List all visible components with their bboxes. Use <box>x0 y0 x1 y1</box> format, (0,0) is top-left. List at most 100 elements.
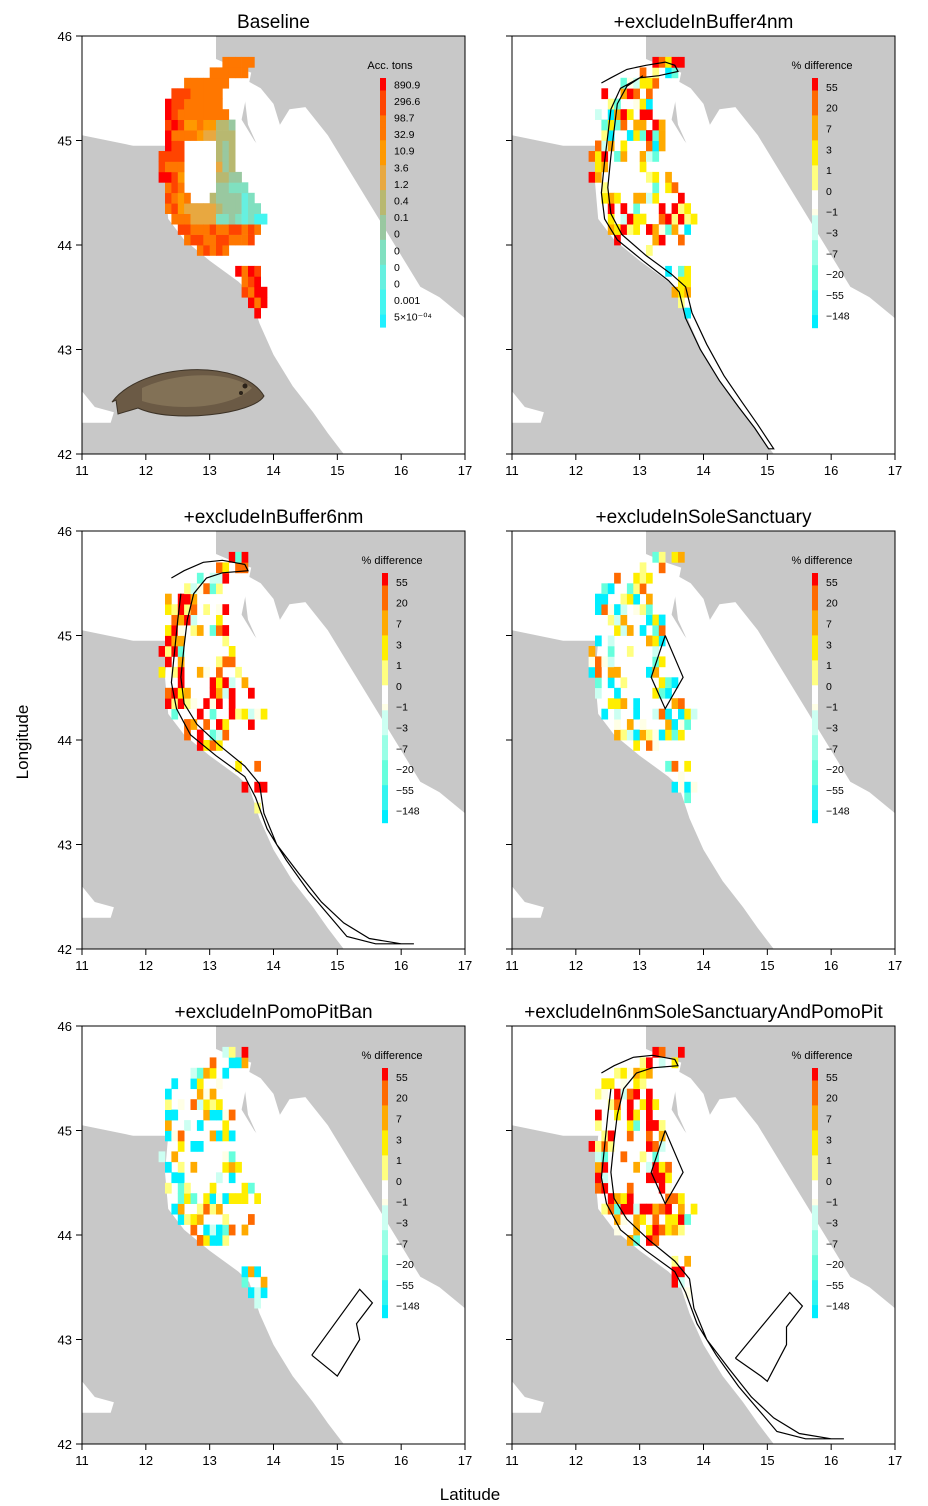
x-tick-label: 14 <box>696 958 710 973</box>
x-tick-label: 15 <box>760 463 774 478</box>
legend-label: 55 <box>826 82 838 94</box>
legend-label: 20 <box>396 598 408 610</box>
legend-label: 10.9 <box>394 146 415 158</box>
color-legend: % difference 55 20 7 3 1 0 −1 −3 −7 −20 −55 −148 <box>792 60 852 329</box>
island-channel-8 <box>356 265 376 289</box>
island-channel-4 <box>401 792 446 808</box>
legend-label: −20 <box>826 269 844 281</box>
sea-kvarner <box>668 1065 710 1152</box>
legend-label: −7 <box>396 743 408 755</box>
legend-label: 0 <box>394 245 400 257</box>
pomo-pit-outline <box>311 1288 374 1378</box>
sea-kvarner <box>238 570 280 657</box>
legend-label: 1 <box>826 165 832 177</box>
x-tick-label: 11 <box>505 1453 519 1468</box>
legend-label: −7 <box>396 1238 408 1250</box>
panel-title: +excludeInBuffer6nm <box>184 507 364 528</box>
legend-label: −148 <box>396 806 420 818</box>
legend-title: % difference <box>792 1050 853 1062</box>
legend-label: −148 <box>826 806 850 818</box>
y-tick-label: 44 <box>58 733 72 748</box>
legend-label: 296.6 <box>394 96 420 108</box>
land-northeast <box>216 1026 465 1309</box>
grid-cells <box>588 56 698 319</box>
x-tick-label: 15 <box>760 958 774 973</box>
legend-label: 0.001 <box>394 295 420 307</box>
island-channel-6 <box>433 349 465 360</box>
x-ticks: 11 12 13 14 15 16 17 <box>505 949 902 973</box>
island-channel-2 <box>337 703 363 740</box>
grid-cells <box>588 551 698 804</box>
x-tick-label: 13 <box>202 463 216 478</box>
grid-cells <box>158 56 268 319</box>
sea-kvarner <box>238 75 280 162</box>
x-tick-label: 13 <box>202 1453 216 1468</box>
legend-label: −20 <box>826 1259 844 1271</box>
legend-title: % difference <box>362 1050 423 1062</box>
island-channel-5 <box>843 326 892 339</box>
island-channel-7 <box>321 1172 341 1204</box>
legend-label: 55 <box>826 1072 838 1084</box>
island-channel-4 <box>831 792 876 808</box>
legend-label: 1 <box>396 660 402 672</box>
island-channel-6 <box>433 844 465 855</box>
legend-label: 1.2 <box>394 179 409 191</box>
legend-label: 1 <box>826 660 832 672</box>
island-channel-2 <box>337 208 363 245</box>
color-legend: % difference 55 20 7 3 1 0 −1 −3 −7 −20 −55 −148 <box>792 1050 853 1319</box>
legend-label: 3 <box>396 1134 402 1146</box>
legend-label: −1 <box>826 1197 838 1209</box>
island-channel-2 <box>337 1198 363 1235</box>
x-tick-label: 13 <box>632 463 646 478</box>
y-tick-label: 42 <box>58 447 72 462</box>
y-ticks: 42 43 44 45 46 <box>58 524 82 957</box>
color-legend: % difference 55 20 7 3 1 0 −1 −3 −7 −20 −55 −148 <box>362 1050 423 1319</box>
legend-label: 0 <box>826 1176 832 1188</box>
x-tick-label: 12 <box>139 1453 153 1468</box>
island-channel-5 <box>843 1316 892 1329</box>
buffer-4nm-outline <box>600 61 775 450</box>
x-tick-label: 12 <box>569 1453 583 1468</box>
x-tick-label: 12 <box>139 463 153 478</box>
x-ticks: 11 12 13 14 15 16 17 <box>75 454 472 478</box>
sole-sanctuary-outline <box>650 635 684 711</box>
x-tick-label: 15 <box>330 958 344 973</box>
y-tick-label: 46 <box>58 29 72 44</box>
map-panel-1: Baseline 11 12 13 14 15 16 17 42 43 44 45 46 Acc. ton… <box>58 12 473 478</box>
buffer-6nm-outline <box>170 559 414 945</box>
island-channel-8 <box>786 265 806 289</box>
sea-tyrrhenian-inlet <box>82 886 114 918</box>
island-channel-1 <box>318 640 343 683</box>
island-channel-5 <box>413 1316 462 1329</box>
y-tick-label: 42 <box>58 942 72 957</box>
x-tick-label: 16 <box>824 958 838 973</box>
island-channel-4 <box>401 1287 446 1303</box>
x-ticks: 11 12 13 14 15 16 17 <box>75 1444 472 1468</box>
legend-label: 55 <box>396 577 408 589</box>
legend-label: 20 <box>826 598 838 610</box>
y-tick-label: 45 <box>58 629 72 644</box>
y-ticks <box>506 1025 512 1445</box>
legend-label: −1 <box>396 1197 408 1209</box>
island-channel-7 <box>321 182 341 214</box>
legend-label: −7 <box>826 1238 838 1250</box>
island-channel-5 <box>843 821 892 834</box>
x-ticks: 11 12 13 14 15 16 17 <box>505 1444 902 1468</box>
grid-cells <box>158 551 268 814</box>
legend-label: −20 <box>396 1259 414 1271</box>
island-channel-1 <box>318 1135 343 1178</box>
legend-title: % difference <box>792 555 853 567</box>
island-channel-4 <box>401 297 446 313</box>
y-ticks <box>506 35 512 455</box>
y-tick-label: 44 <box>58 238 72 253</box>
land-northeast <box>646 36 895 319</box>
island-channel-6 <box>863 1339 895 1350</box>
legend-label: −20 <box>396 764 414 776</box>
panel-title: +excludeInPomoPitBan <box>174 1002 372 1023</box>
island-channel-0 <box>292 1120 314 1157</box>
x-tick-label: 14 <box>266 958 280 973</box>
x-tick-label: 16 <box>394 1453 408 1468</box>
legend-label: 0.1 <box>394 212 409 224</box>
island-channel-4 <box>831 297 876 313</box>
